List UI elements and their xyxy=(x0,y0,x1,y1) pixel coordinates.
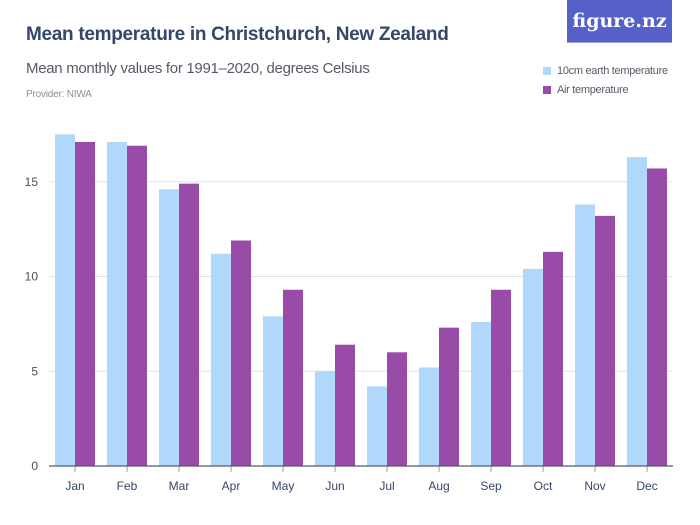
legend-item-air[interactable]: Air temperature xyxy=(543,80,668,99)
bar-air[interactable] xyxy=(439,327,459,466)
figure-nz-logo[interactable]: figure.nz xyxy=(567,0,672,43)
bar-10cm-earth[interactable] xyxy=(367,386,387,466)
bar-air[interactable] xyxy=(231,240,251,466)
bar-10cm-earth[interactable] xyxy=(55,134,75,466)
x-tick-label: Oct xyxy=(534,479,553,493)
chart-title: Mean temperature in Christchurch, New Ze… xyxy=(26,24,449,45)
x-tick-label: Jan xyxy=(65,479,84,493)
bar-10cm-earth[interactable] xyxy=(471,321,491,466)
x-tick-label: Mar xyxy=(169,479,190,493)
y-tick-label: 5 xyxy=(31,364,38,378)
x-tick-label: Jun xyxy=(325,479,344,493)
provider-label: Provider: NIWA xyxy=(26,89,92,100)
bar-air[interactable] xyxy=(283,289,303,466)
bar-10cm-earth[interactable] xyxy=(627,157,647,467)
bar-air[interactable] xyxy=(491,289,511,466)
y-tick-label: 15 xyxy=(25,175,39,189)
x-tick-label: Aug xyxy=(428,479,449,493)
bar-10cm-earth[interactable] xyxy=(107,141,127,466)
bar-10cm-earth[interactable] xyxy=(419,367,439,466)
legend-label-10cm: 10cm earth temperature xyxy=(557,64,668,77)
x-tick-label: Feb xyxy=(117,479,138,493)
bar-air[interactable] xyxy=(75,141,95,466)
bar-air[interactable] xyxy=(127,145,147,466)
legend-swatch-air xyxy=(543,85,551,94)
bar-air[interactable] xyxy=(179,183,199,466)
bar-air[interactable] xyxy=(595,215,615,466)
legend-item-10cm[interactable]: 10cm earth temperature xyxy=(543,61,668,80)
x-tick-label: Apr xyxy=(222,479,241,493)
bar-air[interactable] xyxy=(335,344,355,466)
bar-air[interactable] xyxy=(647,168,667,467)
x-tick-label: Dec xyxy=(636,479,657,493)
x-tick-label: May xyxy=(272,479,295,493)
legend-label-air: Air temperature xyxy=(557,83,629,96)
chart-subtitle: Mean monthly values for 1991–2020, degre… xyxy=(26,60,370,77)
x-tick-label: Nov xyxy=(584,479,605,493)
bar-10cm-earth[interactable] xyxy=(263,316,283,466)
bar-air[interactable] xyxy=(387,352,407,466)
bar-air[interactable] xyxy=(543,251,563,466)
bar-10cm-earth[interactable] xyxy=(211,253,231,466)
bar-10cm-earth[interactable] xyxy=(575,204,595,467)
bar-10cm-earth[interactable] xyxy=(523,268,543,466)
legend: 10cm earth temperature Air temperature xyxy=(543,61,668,99)
x-tick-label: Sep xyxy=(480,479,502,493)
legend-swatch-10cm xyxy=(543,66,551,75)
bar-10cm-earth[interactable] xyxy=(315,371,335,466)
x-tick-label: Jul xyxy=(379,479,394,493)
y-tick-label: 0 xyxy=(31,459,38,473)
bar-10cm-earth[interactable] xyxy=(159,189,179,466)
y-tick-label: 10 xyxy=(25,270,39,284)
